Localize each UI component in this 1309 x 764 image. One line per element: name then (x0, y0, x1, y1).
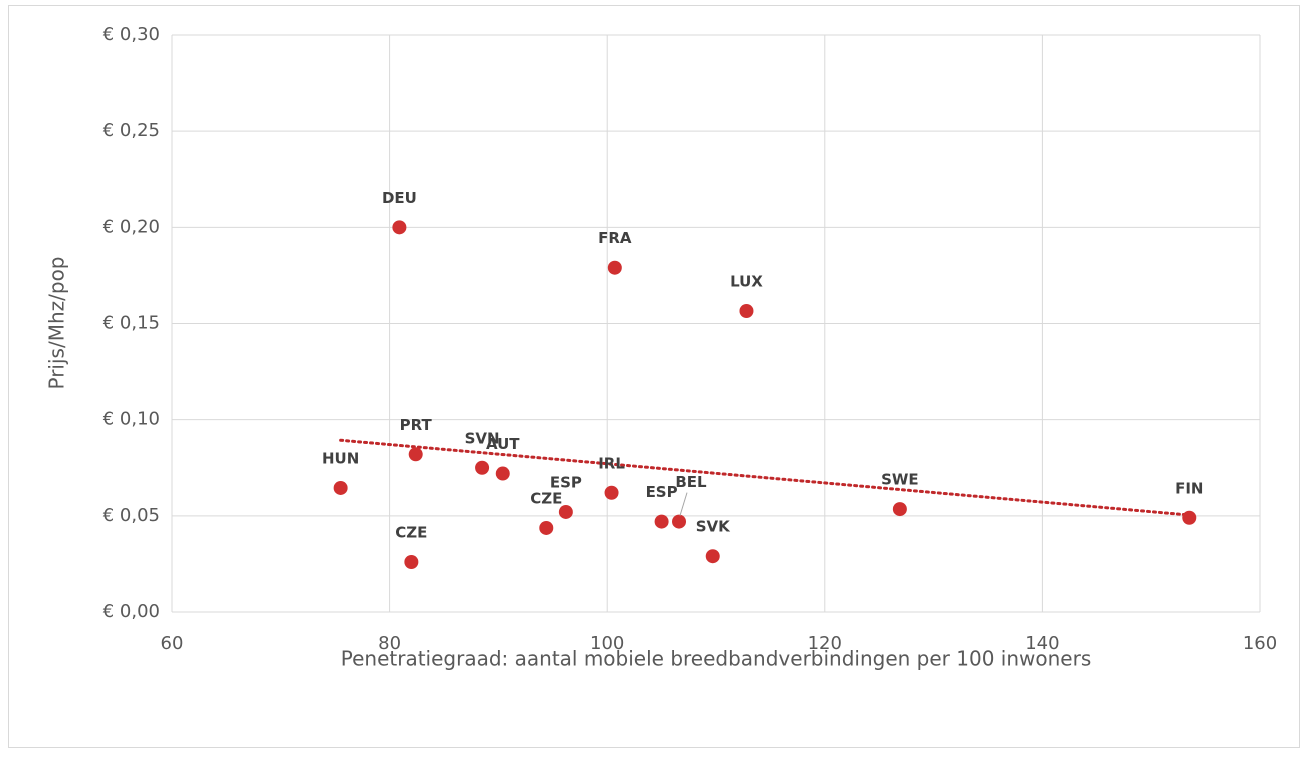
data-point (705, 549, 720, 564)
y-tick-label: € 0,30 (103, 24, 160, 45)
data-point (404, 554, 419, 569)
data-point (1182, 510, 1197, 525)
x-tick-label: 80 (378, 633, 401, 654)
x-tick-label: 160 (1243, 633, 1277, 654)
point-label: IRL (598, 454, 625, 472)
x-tick-label: 60 (161, 633, 184, 654)
data-point (604, 485, 619, 500)
data-point (672, 514, 687, 529)
point-label: HUN (322, 449, 359, 467)
point-label: SWE (881, 471, 919, 489)
y-tick-label: € 0,10 (103, 409, 160, 430)
point-label: SVN (465, 429, 500, 447)
x-tick-label: 120 (808, 633, 842, 654)
data-point (607, 260, 622, 275)
y-axis-title: Prijs/Mhz/pop (45, 257, 69, 390)
point-label: AUT (486, 435, 520, 453)
y-tick-label: € 0,05 (103, 505, 160, 526)
point-label: ESP (646, 483, 678, 501)
point-label: DEU (382, 189, 417, 207)
x-tick-label: 100 (590, 633, 624, 654)
x-tick-label: 140 (1025, 633, 1059, 654)
data-point (739, 303, 754, 318)
data-point (408, 447, 423, 462)
chart-border (8, 5, 1300, 748)
data-point (333, 480, 348, 495)
x-axis-title: Penetratiegraad: aantal mobiele breedban… (341, 647, 1092, 671)
y-tick-label: € 0,25 (103, 120, 160, 141)
data-point (558, 504, 573, 519)
point-label: SVK (696, 518, 731, 536)
point-label: LUX (730, 272, 763, 290)
point-label: ESP (550, 473, 582, 491)
data-point (392, 220, 407, 235)
point-label: PRT (400, 416, 433, 434)
y-tick-label: € 0,15 (103, 313, 160, 334)
point-label: CZE (395, 523, 427, 541)
point-label: FRA (598, 229, 632, 247)
leader-line (679, 492, 688, 516)
y-tick-label: € 0,00 (103, 601, 160, 622)
trendline (339, 438, 1191, 517)
y-tick-label: € 0,20 (103, 216, 160, 237)
data-point (892, 502, 907, 517)
data-point (654, 514, 669, 529)
data-point (539, 520, 554, 535)
point-label: FIN (1175, 479, 1203, 497)
data-point (495, 466, 510, 481)
point-label: BEL (675, 473, 707, 491)
point-label: CZE (530, 489, 562, 507)
data-point (475, 460, 490, 475)
